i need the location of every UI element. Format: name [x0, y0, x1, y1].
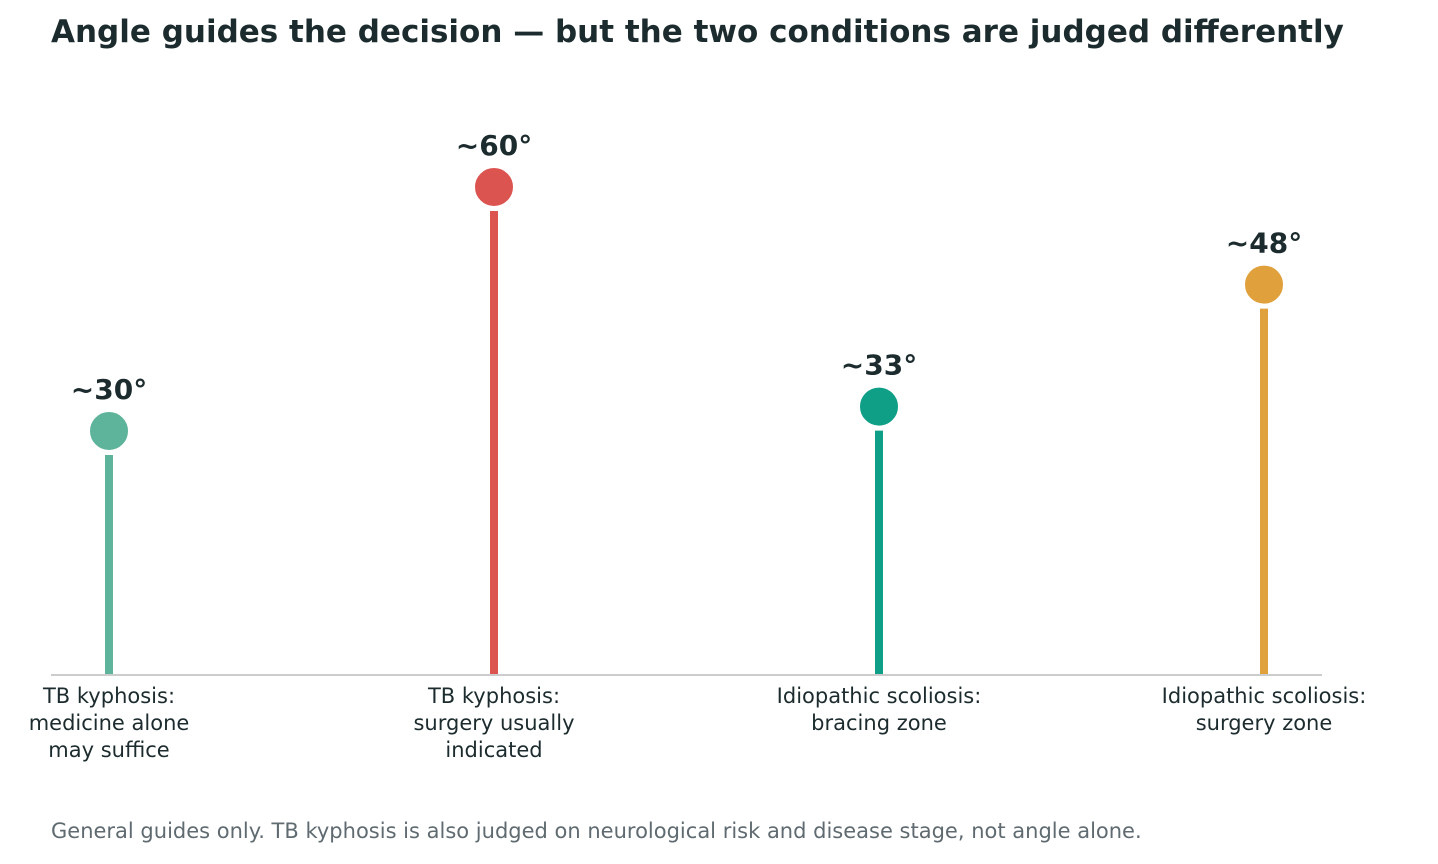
value-label: ~33° — [841, 349, 917, 382]
value-label: ~30° — [71, 373, 147, 406]
value-label: ~60° — [456, 129, 532, 162]
category-label: TB kyphosis: medicine alone may suffice — [29, 684, 190, 762]
dots-group — [88, 166, 1285, 452]
category-label: TB kyphosis: surgery usually indicated — [413, 684, 574, 762]
value-label: ~48° — [1226, 227, 1302, 260]
category-label: Idiopathic scoliosis: surgery zone — [1162, 684, 1367, 735]
data-point — [858, 385, 900, 428]
value-labels-group: ~30° ~60° ~33° ~48° — [71, 129, 1302, 406]
data-point — [473, 166, 515, 208]
chart-footnote: General guides only. TB kyphosis is also… — [51, 819, 1142, 843]
stems-group — [105, 211, 1268, 675]
category-label: Idiopathic scoliosis: bracing zone — [777, 684, 982, 735]
category-labels-group: TB kyphosis: medicine alone may suffice TB … — [29, 684, 1367, 762]
chart-title: Angle guides the decision — but the two … — [51, 14, 1344, 50]
data-point — [1243, 263, 1285, 306]
data-point — [88, 410, 130, 452]
